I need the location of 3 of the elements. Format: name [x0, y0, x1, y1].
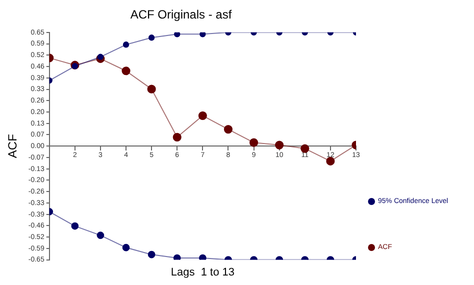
chart-title: ACF Originals - asf [130, 8, 232, 22]
y-axis-title: ACF [6, 134, 20, 158]
x-axis-title: Lags 1 to 13 [170, 266, 234, 278]
